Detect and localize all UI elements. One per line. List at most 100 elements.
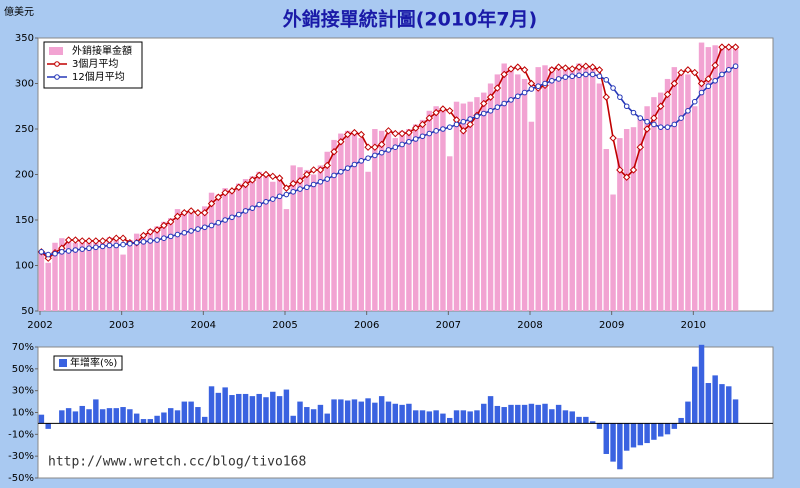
bar xyxy=(419,119,426,312)
marker xyxy=(283,191,290,198)
bar xyxy=(494,405,501,424)
marker xyxy=(636,143,644,151)
marker xyxy=(154,237,160,243)
bar xyxy=(447,156,453,311)
marker xyxy=(412,136,419,142)
y-tick-label: 350 xyxy=(15,33,34,44)
marker xyxy=(242,208,249,214)
bar xyxy=(467,101,473,311)
marker xyxy=(595,66,604,74)
bar xyxy=(52,242,58,311)
marker xyxy=(418,120,427,129)
marker xyxy=(357,130,365,139)
marker xyxy=(235,211,242,218)
bar xyxy=(120,407,126,424)
bar xyxy=(161,412,167,424)
bar xyxy=(617,423,623,470)
bar xyxy=(344,130,351,311)
bar xyxy=(596,83,603,311)
marker xyxy=(467,116,473,122)
marker xyxy=(514,93,521,100)
bar xyxy=(603,149,609,311)
bar xyxy=(127,240,133,311)
bar xyxy=(351,133,358,311)
y-tick-label: 300 xyxy=(15,79,34,90)
bar xyxy=(236,183,242,311)
legend-label: 年增率(%) xyxy=(70,356,117,369)
bar xyxy=(685,74,691,312)
bar xyxy=(242,393,249,424)
bar xyxy=(712,45,718,311)
marker xyxy=(351,161,358,168)
bar xyxy=(515,74,521,312)
marker xyxy=(576,72,582,79)
marker xyxy=(561,64,570,72)
bar xyxy=(610,423,616,462)
marker xyxy=(201,224,208,231)
marker xyxy=(309,166,318,174)
marker xyxy=(167,233,174,240)
marker xyxy=(72,247,79,253)
marker xyxy=(514,63,522,71)
marker xyxy=(663,90,672,99)
marker xyxy=(384,127,393,135)
bar xyxy=(678,417,684,424)
bar xyxy=(392,138,399,311)
bar xyxy=(324,151,330,311)
bar xyxy=(508,67,514,312)
marker xyxy=(343,130,352,139)
x-tick-label: 2007 xyxy=(436,320,461,331)
marker xyxy=(480,99,488,108)
bar xyxy=(392,403,399,424)
bar xyxy=(726,386,732,424)
bar xyxy=(719,47,725,311)
marker xyxy=(732,63,739,70)
marker xyxy=(330,148,338,156)
marker xyxy=(119,234,127,242)
marker xyxy=(120,241,126,248)
marker xyxy=(337,138,345,146)
bar xyxy=(651,423,657,440)
marker xyxy=(207,199,216,208)
bar xyxy=(623,129,630,311)
bar xyxy=(481,403,487,424)
marker xyxy=(133,239,140,246)
marker xyxy=(644,118,650,125)
marker xyxy=(711,61,719,70)
marker xyxy=(657,124,664,130)
x-tick-label: 2009 xyxy=(599,320,624,331)
bar xyxy=(623,423,630,451)
bar xyxy=(195,407,201,424)
bar xyxy=(555,404,562,424)
bar xyxy=(467,411,473,424)
marker xyxy=(494,104,501,110)
y-tick-label: -50% xyxy=(8,473,34,484)
bar xyxy=(399,130,405,311)
bar xyxy=(732,399,739,424)
marker xyxy=(391,129,399,138)
y-tick-label: 10% xyxy=(12,408,34,419)
marker xyxy=(453,121,460,128)
marker xyxy=(712,77,718,84)
marker xyxy=(304,184,310,191)
bar xyxy=(140,233,147,311)
marker xyxy=(173,212,182,221)
bar xyxy=(270,181,276,311)
marker xyxy=(542,80,548,87)
bar xyxy=(412,410,419,424)
marker xyxy=(269,172,277,181)
bar xyxy=(569,69,575,311)
marker xyxy=(38,249,45,255)
marker xyxy=(316,166,325,174)
bar xyxy=(310,409,317,424)
marker xyxy=(670,79,679,88)
marker xyxy=(229,214,235,221)
bar xyxy=(562,67,569,312)
bar xyxy=(576,63,582,312)
bar xyxy=(535,67,541,312)
bar xyxy=(38,414,45,424)
bar xyxy=(460,103,467,312)
bar xyxy=(603,423,609,454)
marker xyxy=(378,149,385,156)
marker xyxy=(651,121,657,128)
